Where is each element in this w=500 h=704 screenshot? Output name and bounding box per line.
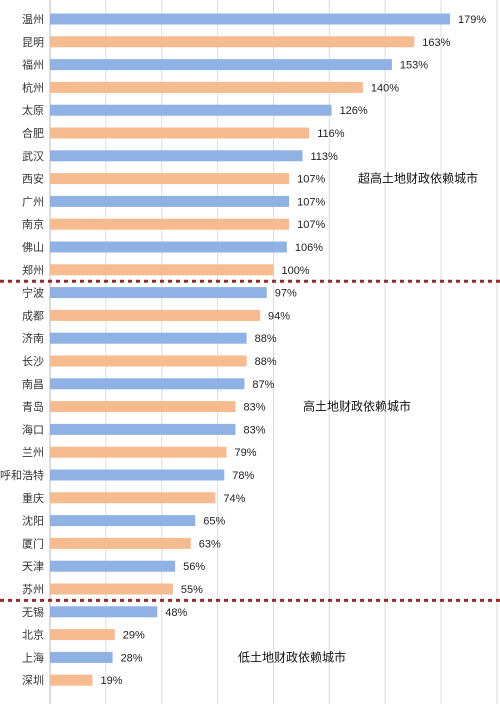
category-label: 武汉	[22, 150, 44, 163]
category-label: 重庆	[22, 491, 44, 505]
value-label: 94%	[268, 310, 290, 322]
category-label: 杭州	[22, 80, 44, 94]
bar	[50, 537, 191, 549]
category-label: 厦门	[22, 536, 44, 550]
bar	[50, 378, 245, 390]
value-label: 78%	[232, 470, 254, 482]
category-label: 青岛	[22, 400, 44, 414]
bar	[50, 651, 113, 663]
value-label: 179%	[458, 14, 486, 26]
bar	[50, 127, 310, 139]
category-label: 佛山	[22, 241, 44, 254]
bar	[50, 492, 216, 504]
value-label: 88%	[255, 356, 277, 368]
bar	[50, 332, 247, 344]
bar	[50, 195, 290, 207]
bar	[50, 104, 332, 116]
bar	[50, 287, 267, 299]
value-label: 83%	[243, 402, 265, 414]
bar	[50, 264, 274, 276]
category-label: 苏州	[22, 583, 44, 596]
value-label: 29%	[123, 630, 145, 642]
group-label: 低土地财政依赖城市	[238, 649, 346, 664]
bar	[50, 515, 196, 527]
value-label: 83%	[243, 424, 265, 436]
category-label: 呼和浩特	[0, 468, 44, 482]
category-label: 长沙	[22, 355, 44, 368]
value-label: 88%	[255, 333, 277, 345]
bar	[50, 606, 158, 618]
bar	[50, 446, 227, 458]
value-label: 63%	[199, 538, 221, 550]
bar	[50, 241, 287, 253]
value-label: 153%	[400, 60, 428, 72]
value-label: 106%	[295, 242, 323, 254]
category-label: 昆明	[22, 36, 44, 49]
bar	[50, 36, 415, 48]
value-label: 74%	[223, 493, 245, 505]
group-label: 高土地财政依赖城市	[303, 399, 411, 414]
bar	[50, 59, 392, 71]
category-label: 沈阳	[22, 514, 44, 528]
value-label: 65%	[203, 516, 225, 528]
category-label: 兰州	[22, 446, 44, 459]
category-label: 温州	[22, 13, 44, 26]
value-label: 97%	[275, 288, 297, 300]
category-label: 成都	[22, 309, 44, 322]
category-label: 深圳	[22, 674, 44, 687]
bar	[50, 355, 247, 367]
value-label: 126%	[340, 105, 368, 117]
value-label: 79%	[235, 447, 257, 459]
value-label: 107%	[297, 196, 325, 208]
category-label: 福州	[22, 58, 44, 72]
value-label: 28%	[121, 652, 143, 664]
value-label: 100%	[281, 265, 309, 277]
category-label: 上海	[22, 650, 44, 664]
bar	[50, 218, 290, 230]
bar	[50, 560, 176, 572]
bar	[50, 81, 363, 93]
value-label: 113%	[311, 151, 339, 163]
category-label: 海口	[22, 422, 44, 436]
value-label: 48%	[165, 607, 187, 619]
category-label: 合肥	[22, 126, 44, 140]
value-label: 19%	[100, 675, 122, 687]
value-label: 107%	[297, 174, 325, 186]
value-label: 107%	[297, 219, 325, 231]
bar	[50, 469, 225, 481]
category-label: 南昌	[22, 378, 44, 391]
category-label: 南京	[22, 217, 44, 231]
group-label: 超高土地财政依赖城市	[358, 171, 478, 186]
category-label: 太原	[22, 104, 44, 117]
bar	[50, 309, 261, 321]
bar	[50, 150, 303, 162]
bar	[50, 401, 236, 413]
value-label: 87%	[252, 379, 274, 391]
bar	[50, 173, 290, 185]
value-label: 163%	[422, 37, 450, 49]
category-label: 郑州	[22, 263, 44, 277]
bar	[50, 629, 115, 641]
value-label: 140%	[371, 82, 399, 94]
category-label: 天津	[22, 560, 44, 573]
category-label: 无锡	[22, 605, 44, 619]
category-label: 济南	[22, 331, 44, 345]
category-label: 西安	[22, 172, 44, 186]
value-label: 116%	[317, 128, 345, 140]
value-label: 56%	[183, 561, 205, 573]
bar	[50, 583, 173, 595]
category-label: 北京	[22, 628, 44, 642]
category-label: 宁波	[22, 286, 44, 300]
value-label: 55%	[181, 584, 203, 596]
bar	[50, 423, 236, 435]
bar	[50, 13, 450, 25]
category-label: 广州	[22, 195, 44, 208]
bar	[50, 674, 93, 686]
